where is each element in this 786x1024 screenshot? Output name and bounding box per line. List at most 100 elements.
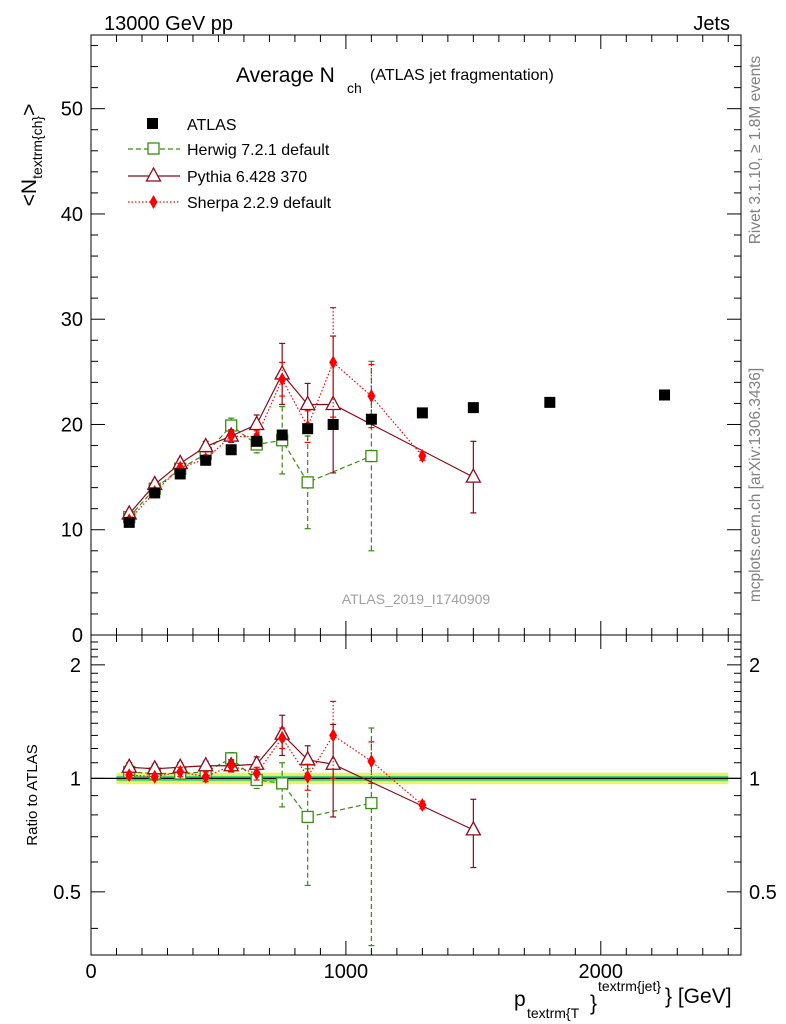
main-ytick-label: 10 — [61, 520, 83, 542]
main-atlas-point — [174, 468, 186, 480]
ratio-panel: 0 1000 2000 0.5 0.5 1 1 2 2 Ratio to ATLAS p tex… — [24, 634, 777, 1021]
ratio-ylabel: Ratio to ATLAS — [24, 744, 41, 845]
main-sherpa-point — [367, 389, 376, 404]
ratio-ytick-label-right: 1 — [749, 768, 760, 790]
main-atlas-point — [416, 407, 428, 419]
main-ylabel: <Ntextrm{ch}> — [18, 104, 45, 207]
main-atlas-point — [659, 389, 671, 401]
ratio-ytick-label-right: 0.5 — [749, 882, 777, 904]
mcplots-label: mcplots.cern.ch [arXiv:1306.3436] — [747, 368, 764, 602]
ratio-sherpa-point — [227, 758, 236, 773]
main-ytick-label: 40 — [61, 204, 83, 226]
xlabel-brace: } — [590, 992, 597, 1015]
ratio-herwig-point — [276, 777, 289, 790]
main-herwig-point — [301, 476, 314, 489]
header-right: Jets — [693, 13, 730, 35]
legend-pythia: Pythia 6.428 370 — [128, 166, 307, 186]
ratio-frame — [90, 634, 742, 956]
legend-herwig: Herwig 7.2.1 default — [128, 142, 330, 159]
main-panel: 0 10 20 30 40 50 Average N ch (ATLAS jet frag… — [18, 34, 742, 647]
ratio-ticks: 0 1000 2000 0.5 0.5 1 1 2 2 — [53, 635, 777, 983]
main-atlas-point — [544, 396, 556, 408]
ratio-xlabel: p textrm{T } textrm{jet} } [GeV] — [514, 978, 732, 1021]
main-sherpa-point — [329, 355, 338, 370]
main-ytick-label: 30 — [61, 309, 83, 331]
main-atlas-point — [302, 423, 314, 435]
ratio-xtick-label: 2000 — [579, 961, 624, 983]
main-pythia-line — [128, 372, 474, 515]
main-herwig-point — [365, 449, 378, 463]
main-atlas-point — [225, 444, 237, 456]
plot-title: Average N — [236, 64, 335, 87]
ylabel-end: > — [18, 104, 41, 116]
ratio-sherpa-point — [278, 730, 287, 745]
ratio-pythia-point — [465, 820, 482, 836]
ratio-sherpa-point — [367, 754, 376, 769]
legend-atlas: ATLAS — [147, 117, 237, 134]
svg-text:<Ntextrm{ch}>: <Ntextrm{ch}> — [18, 104, 45, 207]
legend-sherpa-marker — [149, 195, 158, 209]
main-pythia-point — [465, 467, 482, 483]
plot-title-sub: ch — [347, 80, 362, 96]
ratio-sherpa-point — [150, 769, 159, 784]
ratio-sherpa-point — [329, 728, 338, 743]
main-marks — [121, 307, 671, 552]
main-atlas-point — [365, 413, 377, 425]
legend: ATLAS Herwig 7.2.1 default Pythia 6.428 … — [128, 117, 332, 212]
ratio-pythia-point — [197, 756, 214, 772]
main-atlas-point — [276, 429, 288, 441]
ratio-marks — [121, 700, 482, 947]
main-sherpa-point — [227, 429, 236, 444]
main-ticks: 0 10 20 30 40 50 — [61, 35, 741, 647]
ratio-bands — [91, 772, 741, 785]
ylabel-sub: textrm{ch} — [29, 116, 45, 179]
main-ytick-label: 20 — [61, 414, 83, 436]
main-atlas-point — [200, 454, 212, 466]
legend-pythia-label: Pythia 6.428 370 — [187, 169, 307, 186]
legend-atlas-label: ATLAS — [187, 117, 237, 134]
legend-pythia-marker — [145, 166, 162, 182]
legend-atlas-marker — [147, 118, 158, 129]
main-sherpa-point — [418, 449, 427, 464]
plot-title-extra: (ATLAS jet fragmentation) — [370, 67, 554, 84]
xlabel-sup: textrm{jet} — [598, 978, 661, 994]
rivet-label: Rivet 3.1.10, ≥ 1.8M events — [747, 55, 764, 244]
legend-sherpa-label: Sherpa 2.2.9 default — [187, 195, 332, 212]
main-herwig-line — [128, 424, 372, 518]
xlabel-main: p — [514, 988, 526, 1011]
ratio-herwig-point — [301, 810, 314, 824]
main-pythia-point — [299, 395, 316, 411]
ratio-ytick-label: 1 — [70, 768, 81, 790]
main-atlas-point — [467, 402, 479, 414]
ratio-sherpa-line — [129, 734, 423, 806]
main-atlas-point — [251, 435, 263, 447]
legend-herwig-label: Herwig 7.2.1 default — [187, 142, 330, 159]
header-left: 13000 GeV pp — [104, 13, 233, 35]
main-sherpa-point — [278, 372, 287, 387]
ratio-sherpa-point — [201, 769, 210, 784]
main-atlas-point — [123, 516, 135, 528]
analysis-watermark: ATLAS_2019_I1740909 — [342, 591, 491, 607]
ratio-sherpa-point — [125, 768, 134, 783]
ratio-sherpa-point — [176, 764, 185, 779]
ratio-ytick-label: 2 — [70, 655, 81, 677]
xlabel-sub: textrm{T — [527, 1005, 580, 1021]
ratio-sherpa-point — [303, 769, 312, 784]
main-atlas-point — [149, 487, 161, 499]
ratio-pythia-line — [129, 733, 474, 831]
main-ytick-label: 0 — [72, 625, 83, 647]
ratio-xtick-label: 0 — [85, 961, 96, 983]
xlabel-end: } [GeV] — [665, 985, 732, 1008]
ratio-pythia-point — [299, 750, 316, 766]
ratio-sherpa-point — [418, 797, 427, 812]
ratio-ytick-label: 0.5 — [53, 882, 81, 904]
ratio-ytick-label-right: 2 — [749, 655, 760, 677]
legend-sherpa: Sherpa 2.2.9 default — [128, 195, 332, 212]
ratio-herwig-point — [365, 796, 378, 810]
ratio-xtick-label: 1000 — [324, 961, 369, 983]
main-atlas-point — [327, 418, 339, 430]
legend-herwig-marker — [147, 142, 160, 155]
ylabel-main: <N — [18, 179, 41, 206]
main-pythia-point — [197, 437, 214, 453]
